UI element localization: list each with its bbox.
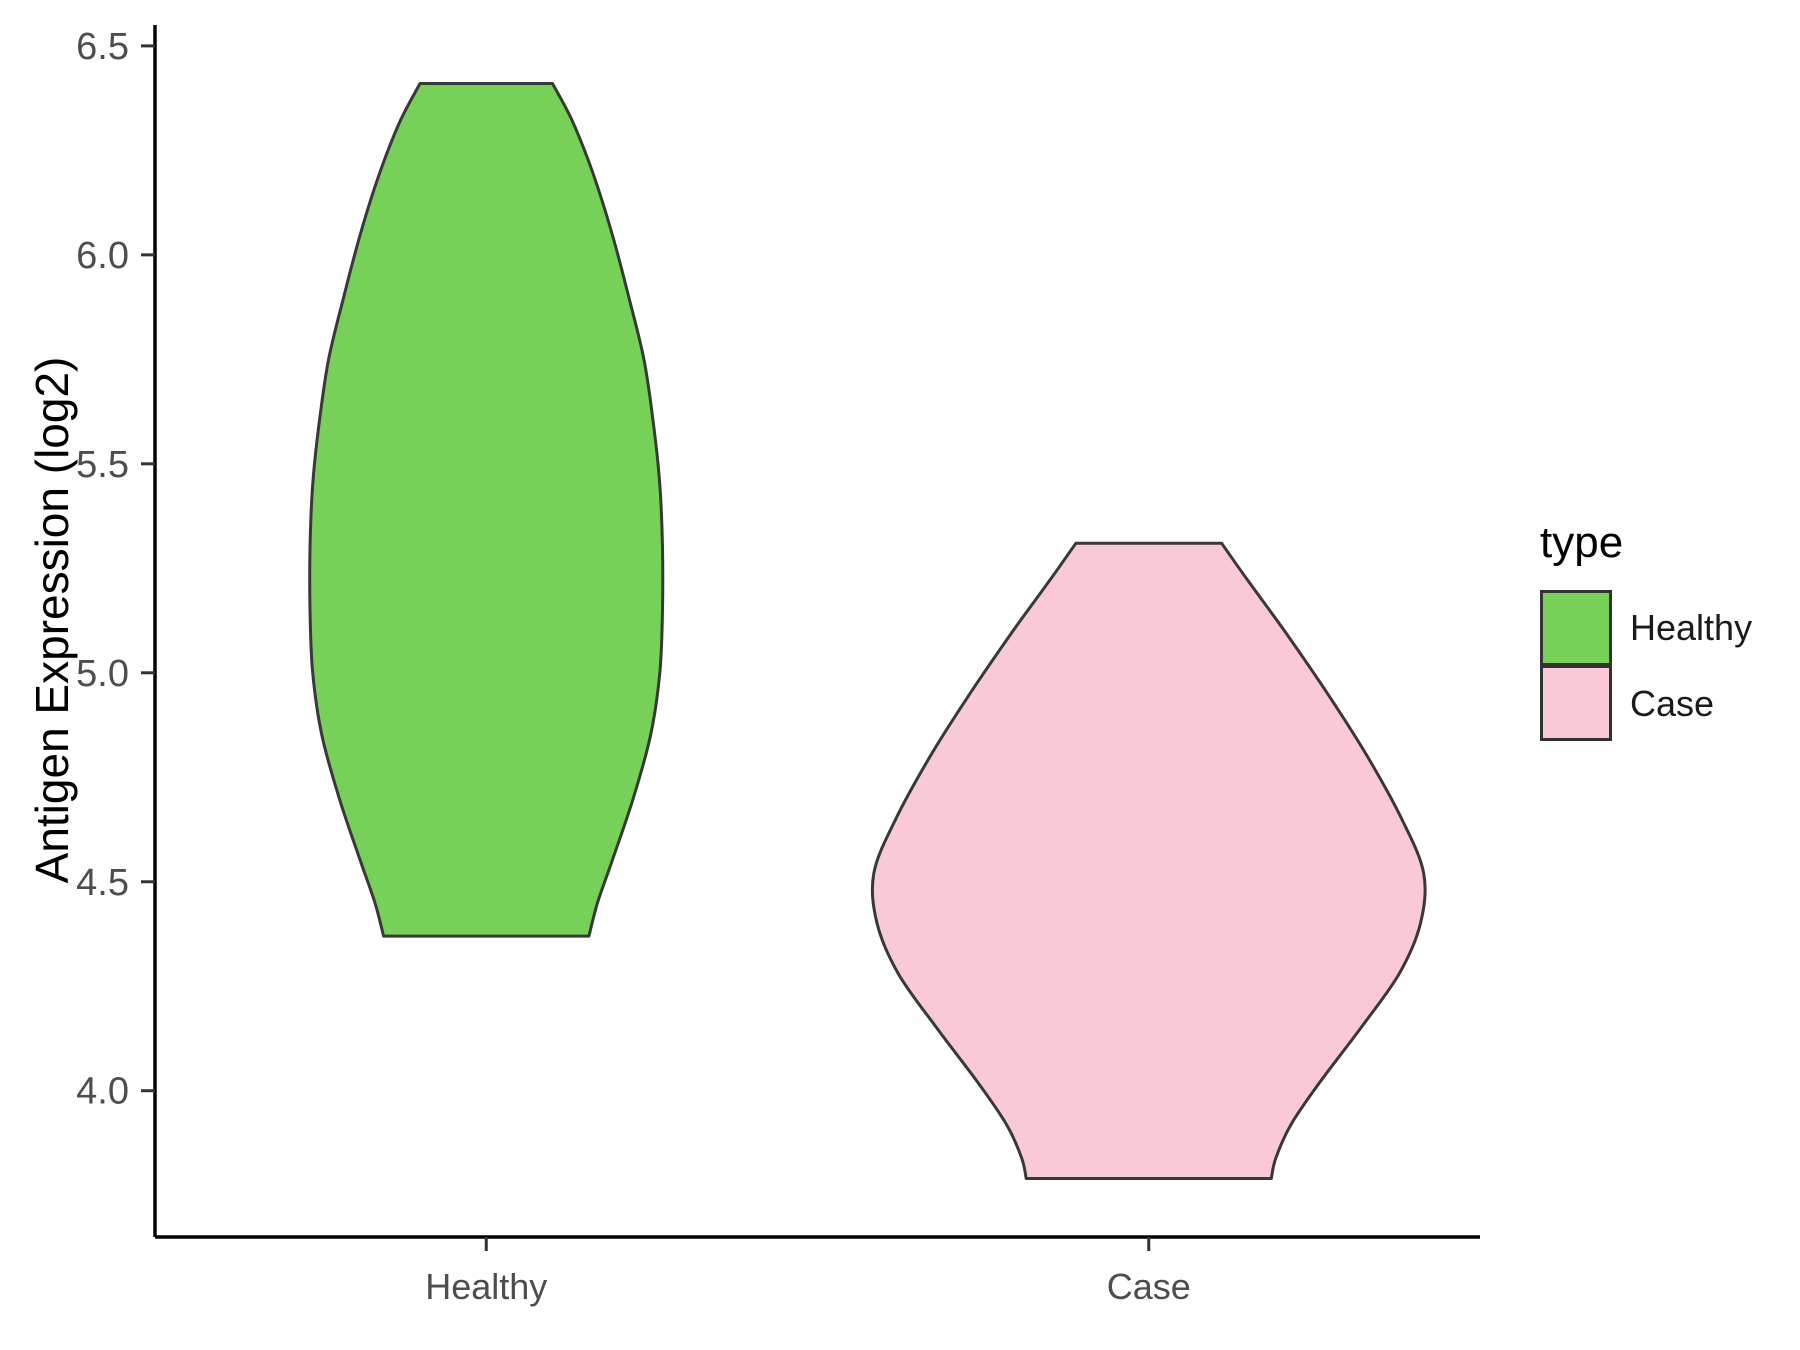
y-tick-label: 6.5 (76, 26, 129, 68)
x-category-label: Healthy (425, 1266, 547, 1307)
y-tick-label: 5.5 (76, 444, 129, 486)
y-tick-label: 5.0 (76, 653, 129, 695)
violin-case (870, 541, 1427, 1180)
y-tick-label: 4.0 (76, 1071, 129, 1113)
legend-item-healthy: Healthy (1540, 590, 1752, 666)
y-tick-label: 4.5 (76, 862, 129, 904)
legend-item-case: Case (1540, 664, 1752, 742)
legend-swatch-healthy (1540, 590, 1612, 666)
y-axis-title: Antigen Expression (log2) (26, 356, 78, 884)
legend-label-case: Case (1630, 683, 1715, 724)
violin-healthy (308, 82, 665, 938)
x-category-label: Case (1107, 1266, 1191, 1307)
legend-swatch-case (1540, 664, 1612, 741)
legend-title: type (1540, 518, 1624, 567)
legend: type Healthy Case (1540, 518, 1752, 742)
legend-label-healthy: Healthy (1630, 607, 1753, 648)
y-tick-label: 6.0 (76, 235, 129, 277)
